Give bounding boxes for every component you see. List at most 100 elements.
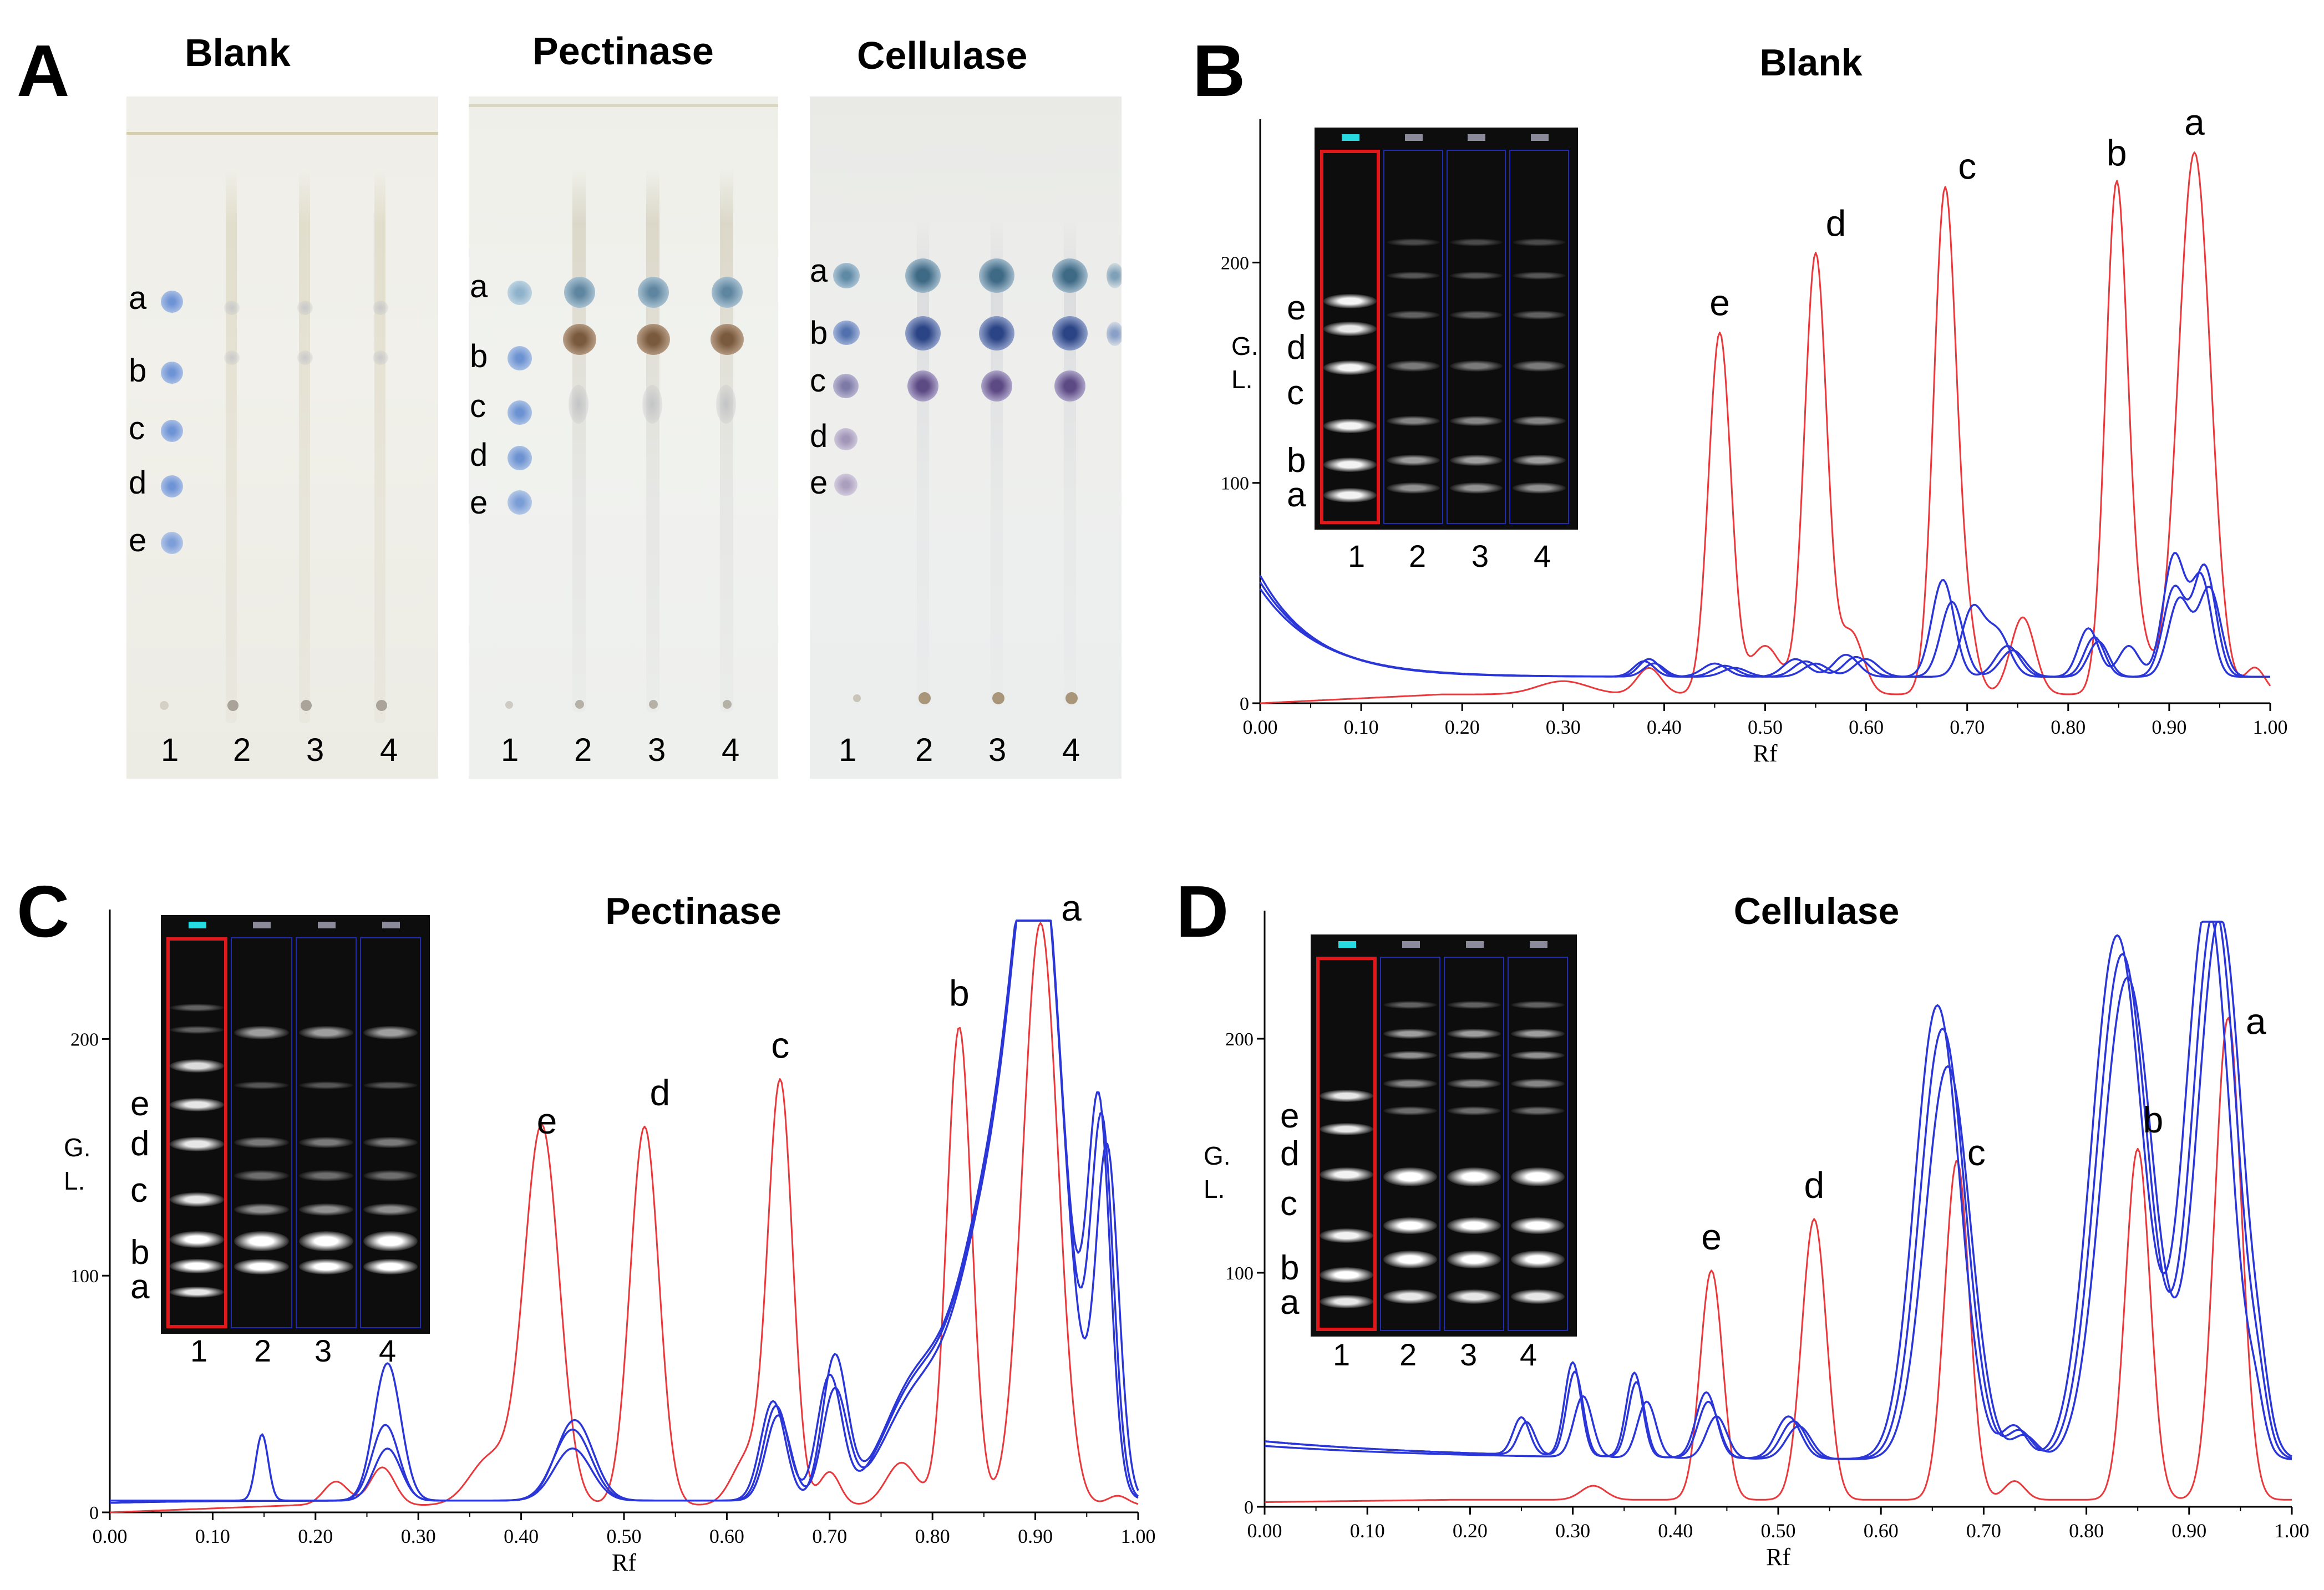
x-tick-label: 0.10 <box>1344 716 1379 738</box>
standard-spot-d <box>834 428 857 450</box>
gel-lane-label-4: 4 <box>1534 539 1551 573</box>
gel-band <box>1447 1289 1501 1304</box>
lane-label-2: 2 <box>574 732 592 768</box>
gel-band <box>170 1026 225 1034</box>
gel-lane-label-1: 1 <box>1333 1337 1351 1372</box>
gel-band-label-e: e <box>130 1085 150 1123</box>
gel-lane <box>1320 150 1380 524</box>
gel-band <box>1383 1106 1437 1115</box>
gel-band <box>1449 482 1503 494</box>
peak-label-a: a <box>1061 887 1082 928</box>
gel-band <box>1511 1051 1565 1060</box>
standard-spot-e <box>161 532 183 554</box>
x-tick-label: 0.60 <box>1864 1520 1899 1542</box>
x-tick-label: 0.60 <box>1849 716 1884 738</box>
gel-band-label-a: a <box>1287 476 1306 514</box>
peak-label-d: d <box>1826 203 1846 244</box>
gel-lane <box>295 937 357 1328</box>
gel-inset-blank <box>1315 128 1578 530</box>
gel-band <box>1511 1167 1565 1186</box>
x-tick-label: 1.00 <box>2275 1520 2310 1542</box>
gel-band <box>1511 1106 1565 1115</box>
spot-label-b: b <box>470 338 488 374</box>
gel-band-label-a: a <box>1280 1283 1300 1322</box>
gel-band <box>234 1203 289 1216</box>
gel-band <box>1449 311 1503 319</box>
gel-band <box>1449 416 1503 426</box>
gel-band <box>1383 1289 1437 1304</box>
gel-well <box>1402 941 1420 948</box>
standard-spot-b <box>508 346 532 370</box>
gel-band <box>363 1137 418 1148</box>
x-axis-label: Rf <box>612 1549 636 1576</box>
lane-label-4: 4 <box>1062 732 1080 768</box>
gel-band <box>170 1259 225 1273</box>
gel-band <box>298 1203 353 1216</box>
panel-letter-a: A <box>17 30 70 111</box>
spot-label-c: c <box>470 388 486 424</box>
x-tick-label: 0.80 <box>2051 716 2085 738</box>
gel-band <box>1320 1167 1373 1182</box>
gel-band <box>1320 1123 1373 1135</box>
gel-well <box>1338 941 1356 948</box>
gel-lane <box>1509 150 1569 524</box>
gel-band <box>234 1231 289 1251</box>
gel-band <box>1386 455 1440 466</box>
gel-band-label-c: c <box>1280 1185 1297 1223</box>
gel-band-label-c: c <box>1287 374 1304 412</box>
plate-title-blank: Blank <box>185 31 291 74</box>
gel-band <box>1511 1029 1565 1039</box>
x-tick-label: 0.60 <box>709 1525 744 1547</box>
gel-well <box>253 922 271 928</box>
x-axis-label: Rf <box>1753 740 1778 767</box>
gel-band <box>1383 1001 1437 1009</box>
peak-label-a: a <box>2184 101 2205 143</box>
gel-band <box>363 1203 418 1216</box>
y-tick-label: 200 <box>1225 1029 1254 1050</box>
gel-band <box>298 1259 353 1274</box>
gel-well <box>1465 941 1484 948</box>
gel-well <box>189 922 207 928</box>
y-axis-label: L. <box>1231 365 1252 394</box>
gel-well <box>382 922 400 928</box>
gel-band <box>1323 294 1377 308</box>
gel-band <box>1320 1090 1373 1102</box>
gel-band <box>170 1059 225 1073</box>
gel-well <box>1341 134 1359 141</box>
y-axis-label: L. <box>64 1166 85 1195</box>
spot-label-b: b <box>129 353 147 389</box>
gel-lane-label-4: 4 <box>379 1333 397 1368</box>
gel-band <box>1513 482 1566 494</box>
gel-band <box>1386 272 1440 280</box>
y-axis-label: G. <box>64 1133 91 1162</box>
gel-band <box>1449 455 1503 466</box>
x-tick-label: 0.20 <box>298 1525 333 1547</box>
gel-band <box>298 1137 353 1148</box>
standard-spot-e <box>508 490 532 515</box>
x-tick-label: 0.50 <box>1748 716 1783 738</box>
standard-spot-b <box>833 321 860 345</box>
x-tick-label: 0.70 <box>1966 1520 2001 1542</box>
gel-band <box>363 1026 418 1039</box>
gel-band-label-d: d <box>130 1125 150 1163</box>
gel-lane-label-3: 3 <box>314 1333 332 1368</box>
gel-inset-pectinase <box>161 915 430 1334</box>
peak-label-a: a <box>2246 1001 2266 1042</box>
gel-band <box>1386 482 1440 494</box>
standard-spot-c <box>833 374 859 398</box>
gel-band <box>1320 1295 1373 1308</box>
series-line-standard <box>1260 151 2271 704</box>
standard-spot-e <box>834 474 857 496</box>
plate-title-cellulase: Cellulase <box>857 34 1028 77</box>
peak-label-c: c <box>1967 1132 1986 1173</box>
spot-label-d: d <box>470 437 488 473</box>
gel-band <box>1447 1051 1501 1060</box>
gel-well <box>1404 134 1423 141</box>
y-axis-label: G. <box>1204 1141 1231 1170</box>
series-line-standard <box>109 922 1139 1513</box>
plate-title-pectinase: Pectinase <box>532 29 714 73</box>
lane-label-3: 3 <box>306 732 324 768</box>
peak-label-e: e <box>1701 1216 1722 1257</box>
x-tick-label: 0.90 <box>2171 1520 2206 1542</box>
x-tick-label: 0.10 <box>1350 1520 1385 1542</box>
